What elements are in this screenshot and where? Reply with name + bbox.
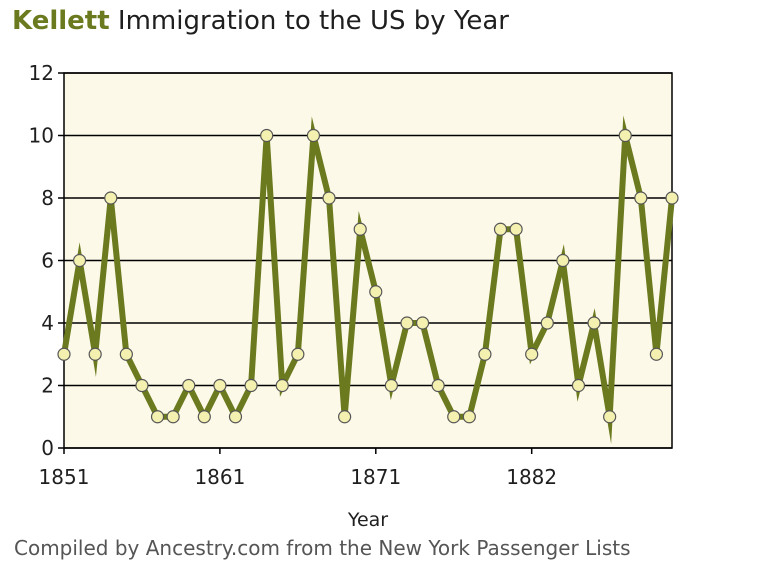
data-point[interactable] [135,378,149,393]
data-point[interactable] [88,347,102,361]
data-point[interactable] [150,410,165,424]
y-tick-label: 8 [41,186,54,210]
data-point[interactable] [618,128,632,143]
data-point[interactable] [197,410,211,424]
line-chart: 0 2 4 6 8 10 12 1851 1861 1871 1882 Year [29,61,679,530]
data-point[interactable] [244,378,258,393]
data-point[interactable] [603,410,617,424]
data-point[interactable] [182,378,196,393]
y-tick-label: 0 [41,436,54,460]
data-point[interactable] [540,316,554,330]
source-note: Compiled by Ancestry.com from the New Yo… [14,536,631,560]
x-tick-label: 1882 [506,465,557,489]
y-tick-label: 10 [29,124,54,148]
data-point[interactable] [306,128,321,143]
title-text: Immigration to the US by Year [109,6,509,36]
data-point[interactable] [291,347,305,361]
data-point[interactable] [353,222,367,236]
y-tick-label: 2 [41,374,54,398]
data-point[interactable] [384,378,398,393]
data-point[interactable] [275,378,289,393]
data-point[interactable] [166,410,180,424]
data-point[interactable] [556,253,570,268]
data-point[interactable] [525,347,539,361]
data-point[interactable] [369,285,383,299]
data-point[interactable] [509,222,523,236]
data-point[interactable] [415,316,430,330]
title-surname: Kellett [12,6,110,36]
chart-title: Kellett Immigration to the US by Year [12,6,509,36]
data-point[interactable] [649,347,664,361]
series-line-group [61,115,675,445]
data-point[interactable] [104,191,118,205]
data-point[interactable] [400,316,414,330]
x-axis-label: Year [347,509,388,530]
data-point[interactable] [57,347,71,361]
data-point[interactable] [322,191,336,205]
data-point[interactable] [213,378,227,393]
data-point[interactable] [447,410,461,424]
data-points [57,128,679,424]
data-point[interactable] [338,410,352,424]
data-point[interactable] [260,128,274,143]
x-axis: 1851 1861 1871 1882 [39,448,557,489]
data-point[interactable] [228,410,243,424]
y-tick-label: 12 [29,61,54,85]
data-point[interactable] [571,378,586,393]
data-point[interactable] [634,191,648,205]
data-point[interactable] [493,222,508,236]
data-point[interactable] [665,191,679,205]
data-point[interactable] [431,378,445,393]
data-point[interactable] [478,347,492,361]
y-axis: 0 2 4 6 8 10 12 [29,61,64,460]
plot-frame [63,72,673,449]
x-tick-label: 1871 [350,465,401,489]
data-point[interactable] [72,253,87,268]
x-tick-label: 1851 [39,465,90,489]
series-line [61,115,675,445]
y-tick-label: 6 [41,249,54,273]
x-tick-label: 1861 [194,465,245,489]
data-point[interactable] [587,316,601,330]
data-point[interactable] [462,410,476,424]
y-tick-label: 4 [41,311,54,335]
data-point[interactable] [119,347,133,361]
